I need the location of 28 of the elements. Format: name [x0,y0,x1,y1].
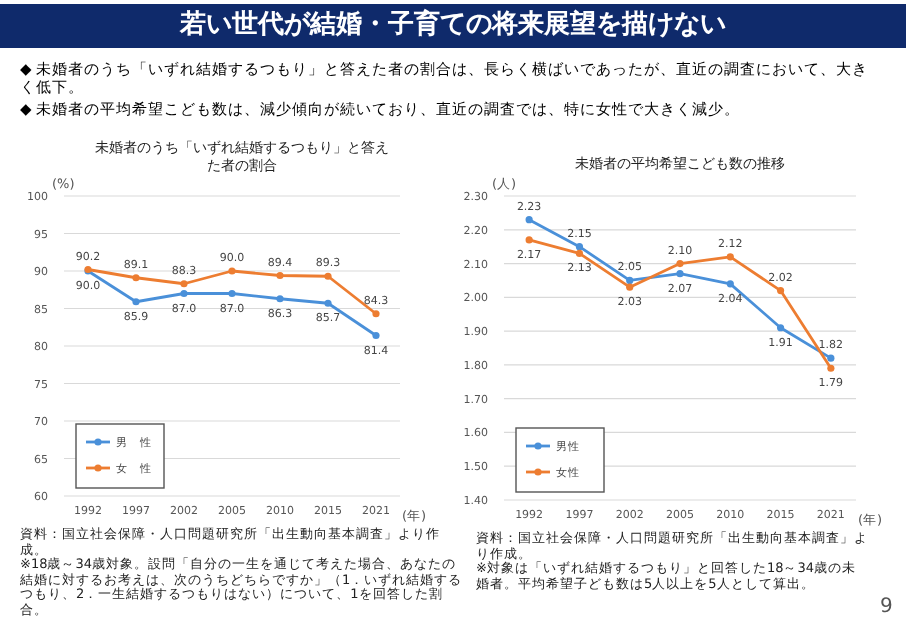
point [324,299,332,307]
point [276,295,284,303]
point [575,249,584,258]
point [525,216,533,224]
point [726,253,734,261]
point [372,331,380,340]
point [228,267,236,275]
point [827,364,835,372]
point [726,280,734,288]
point [575,243,584,251]
text: 9 [880,596,893,618]
point [132,274,140,282]
point [228,289,236,298]
point [525,236,533,244]
point [180,289,188,298]
text: 若い世代が結婚・子育ての将来展望を描けない [0,4,906,48]
point [676,259,684,268]
point [180,280,188,288]
point [626,283,634,291]
point [626,276,634,285]
point [776,324,785,332]
point [827,354,835,362]
point [276,271,284,280]
point [676,270,684,278]
point [372,310,380,318]
point [776,286,785,295]
point [132,298,140,306]
point [324,272,332,280]
